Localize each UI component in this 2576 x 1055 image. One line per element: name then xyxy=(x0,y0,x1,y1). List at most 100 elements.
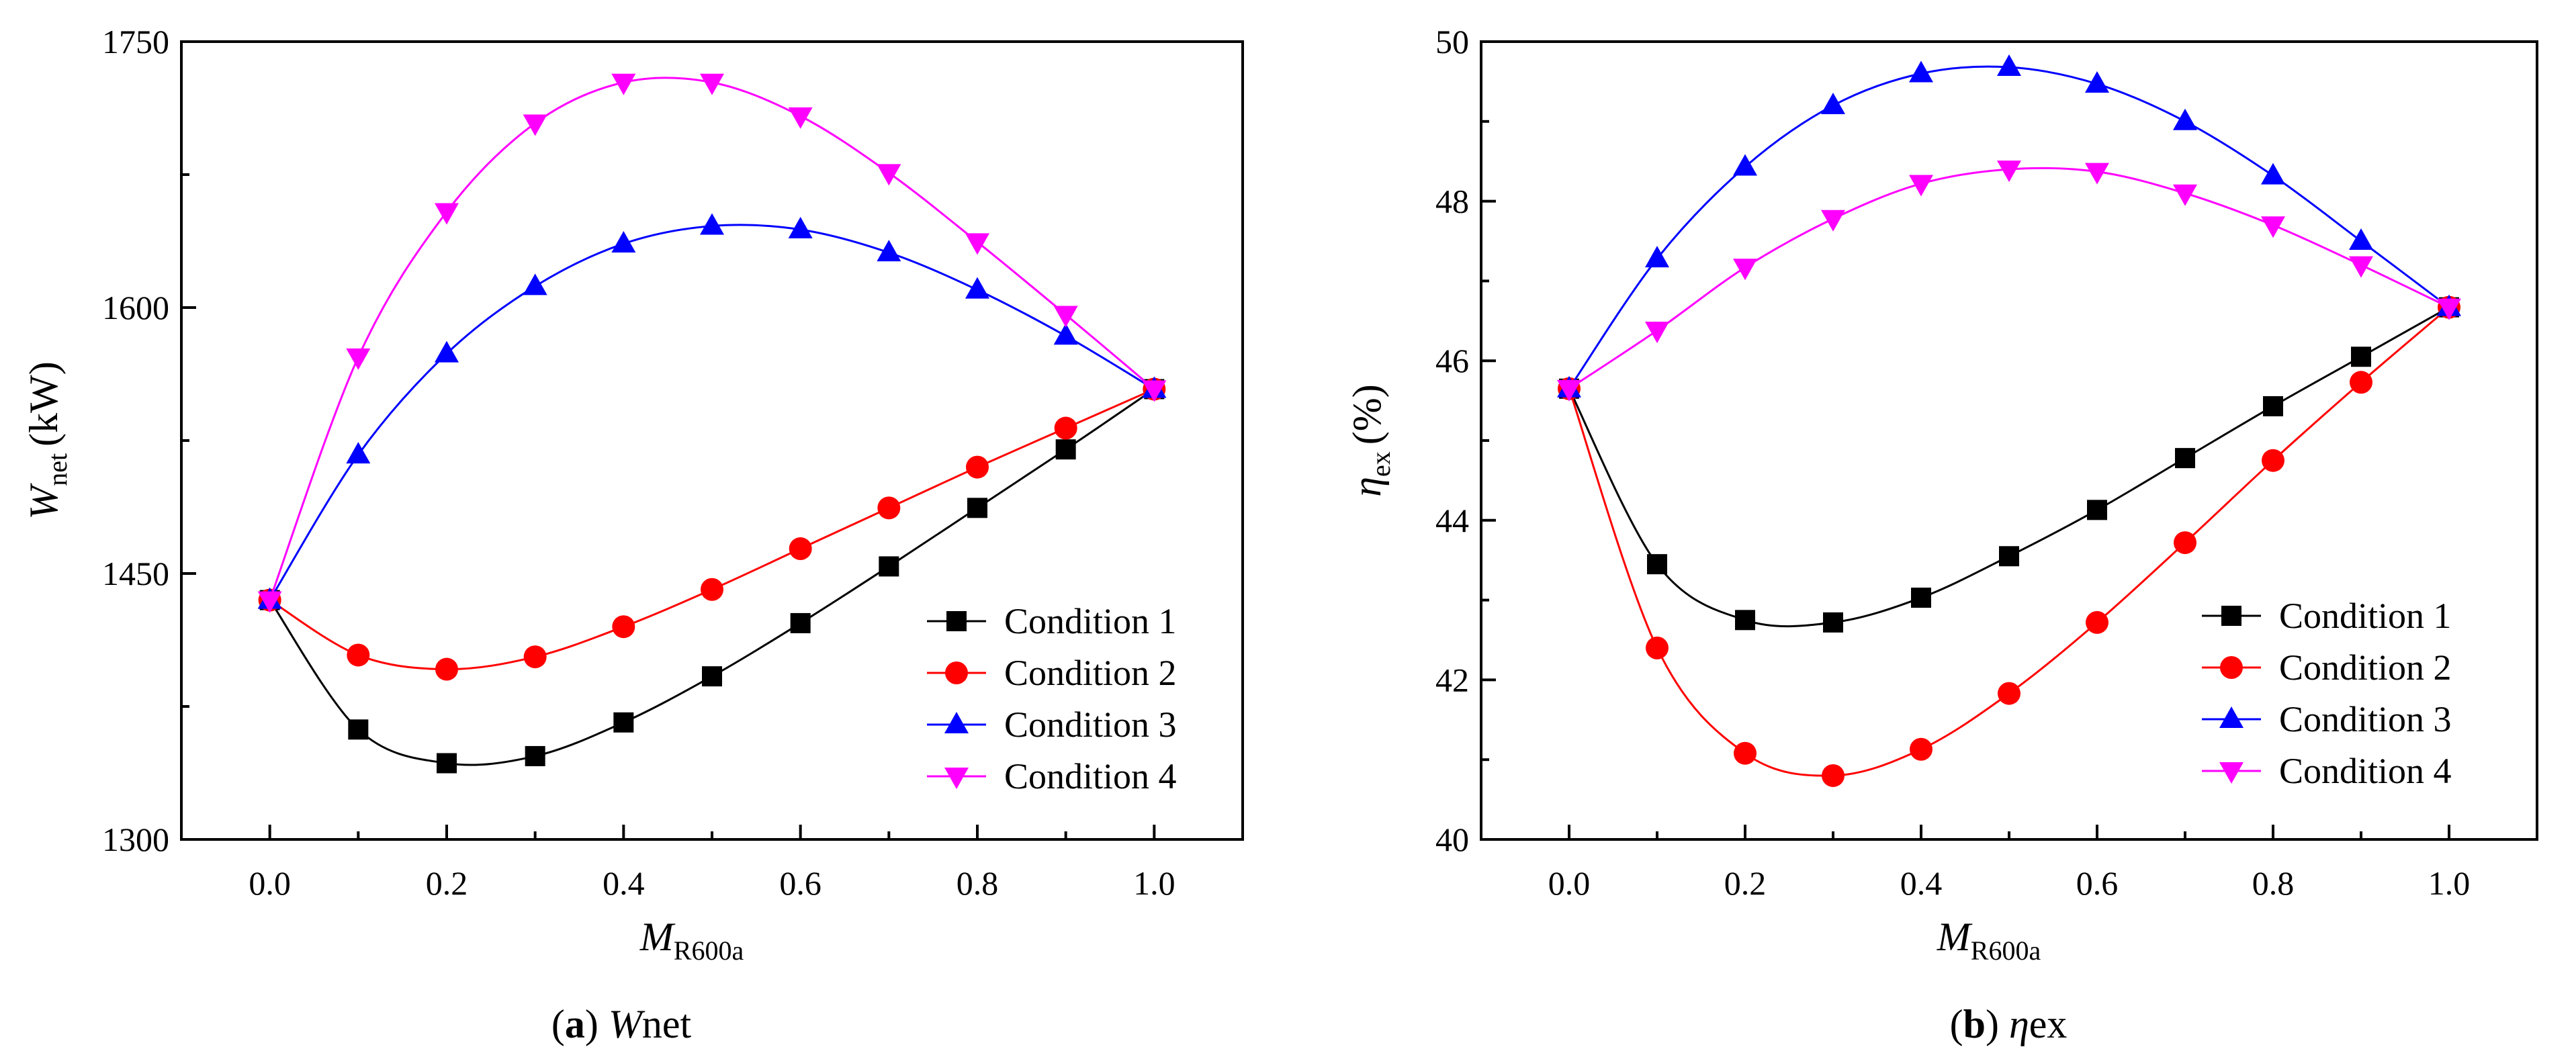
data-point xyxy=(1557,379,1581,402)
data-point xyxy=(788,216,813,238)
data-point xyxy=(347,643,370,667)
panel-caption: (a) Wnet xyxy=(551,1002,692,1046)
data-point xyxy=(1735,610,1755,631)
data-point xyxy=(2174,531,2196,555)
y-tick-label: 1750 xyxy=(102,23,169,60)
panel-b-exergy-efficiency-chart: 0.0 0.2 0.4 0.6 0.8 1.0 40 42 44 46 48 50 Condition … xyxy=(1345,23,2538,1046)
legend-marker xyxy=(2221,606,2241,626)
data-point xyxy=(613,712,634,733)
legend-label: Condition 2 xyxy=(1004,653,1177,693)
data-point xyxy=(1821,210,1845,232)
data-point xyxy=(2263,396,2283,416)
x-tick-label: 0.2 xyxy=(426,864,468,902)
y-tick-label: 1600 xyxy=(102,289,169,326)
x-tick-label: 0.2 xyxy=(1724,864,1767,902)
y-tick-label: 1300 xyxy=(102,821,169,858)
data-point xyxy=(435,203,459,225)
data-point xyxy=(2349,256,2373,278)
legend-label: Condition 2 xyxy=(2279,647,2452,688)
x-axis-title: MR600a xyxy=(639,915,744,966)
y-tick-label: 42 xyxy=(1435,661,1469,698)
data-point xyxy=(1997,54,2021,77)
data-point xyxy=(877,240,901,262)
data-point xyxy=(1821,93,1845,115)
data-point xyxy=(788,107,813,129)
series-line xyxy=(1568,167,2450,390)
legend-label: Condition 1 xyxy=(2279,596,2452,636)
data-point xyxy=(523,645,547,669)
data-point xyxy=(700,213,724,235)
x-tick-label: 0.6 xyxy=(2076,864,2119,902)
legend-marker xyxy=(945,661,968,684)
data-point xyxy=(2085,71,2109,93)
data-point xyxy=(702,666,722,687)
legend: Condition 1 Condition 2 Condition 3 Conditi… xyxy=(927,601,1177,796)
data-point xyxy=(2173,108,2197,130)
data-point xyxy=(2261,216,2285,238)
series-4 xyxy=(1557,160,2461,402)
legend-marker xyxy=(2219,762,2244,784)
y-tick-label: 48 xyxy=(1435,183,1469,220)
data-point xyxy=(965,233,989,255)
data-point xyxy=(611,73,636,95)
data-point xyxy=(348,719,369,740)
data-point xyxy=(966,455,989,479)
data-point xyxy=(1733,259,1757,281)
data-point xyxy=(2351,347,2371,367)
panel-a-net-power-chart: 0.0 0.2 0.4 0.6 0.8 1.0 1300 1450 1600 1750 Condit… xyxy=(21,23,1244,1046)
data-point xyxy=(877,496,901,520)
panel-caption: (b) ηex xyxy=(1950,1002,2068,1046)
x-tick-label: 0.8 xyxy=(957,864,999,902)
data-point xyxy=(1823,612,1843,633)
series-3 xyxy=(257,213,1167,609)
y-tick-label: 50 xyxy=(1435,23,1469,60)
legend-marker xyxy=(946,611,967,631)
data-point xyxy=(525,745,545,766)
data-point xyxy=(2175,448,2195,469)
data-point xyxy=(346,442,371,464)
data-point xyxy=(2437,298,2461,320)
data-point xyxy=(1646,636,1669,659)
data-point xyxy=(257,591,282,613)
data-point xyxy=(611,230,636,253)
x-tick-label: 1.0 xyxy=(2428,864,2471,902)
data-point xyxy=(1142,380,1167,402)
legend-label: Condition 3 xyxy=(2279,699,2452,739)
y-axis-title: Wnet(kW) xyxy=(21,361,73,519)
data-point xyxy=(1909,60,1933,83)
x-tick-label: 0.6 xyxy=(779,864,821,902)
data-point xyxy=(1645,246,1669,268)
data-point xyxy=(879,556,899,577)
data-point xyxy=(1645,322,1669,344)
legend-label: Condition 1 xyxy=(1004,601,1177,641)
data-point xyxy=(877,164,901,186)
data-point xyxy=(1822,764,1845,787)
y-tick-label: 40 xyxy=(1435,821,1469,858)
series-line xyxy=(269,224,1155,601)
data-point xyxy=(523,273,547,295)
data-point xyxy=(700,73,724,95)
data-point xyxy=(435,657,458,681)
data-point xyxy=(1999,546,2019,567)
series-4 xyxy=(257,73,1167,613)
y-tick-label: 1450 xyxy=(102,555,169,592)
series-line xyxy=(1568,306,2450,628)
legend: Condition 1 Condition 2 Condition 3 Conditi… xyxy=(2202,596,2452,791)
data-point xyxy=(1054,416,1077,440)
data-point xyxy=(1053,306,1078,328)
data-point xyxy=(2085,163,2109,185)
series-3 xyxy=(1557,54,2461,398)
legend-marker xyxy=(2220,656,2243,679)
x-tick-label: 0.0 xyxy=(249,864,291,902)
x-tick-label: 0.4 xyxy=(1900,864,1943,902)
data-point xyxy=(967,498,987,518)
data-point xyxy=(2262,449,2284,472)
data-point xyxy=(2087,500,2107,520)
data-point xyxy=(2349,228,2373,250)
data-point xyxy=(1909,175,1933,197)
x-tick-label: 1.0 xyxy=(1133,864,1175,902)
data-point xyxy=(2350,371,2372,394)
series-1 xyxy=(1559,297,2459,633)
data-point xyxy=(701,578,723,601)
